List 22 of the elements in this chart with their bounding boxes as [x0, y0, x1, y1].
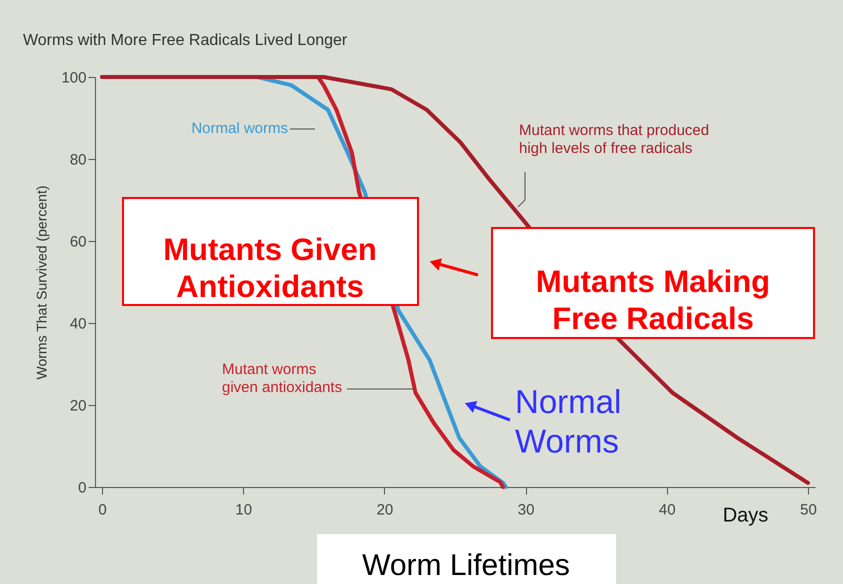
annotation: Normal Worms — [515, 383, 622, 460]
text: Normal worms — [191, 120, 288, 137]
y-tick-label: 80 — [70, 152, 86, 168]
y-axis-title: Worms That Survived (percent) — [33, 186, 50, 380]
x-tick-label: 50 — [800, 502, 817, 518]
text: Worm Lifetimes — [362, 549, 570, 582]
x-tick-label: 10 — [235, 502, 252, 518]
y-tick-label: 20 — [70, 398, 86, 414]
x-tick-label: 40 — [658, 502, 676, 518]
annotation: Mutants Making Free Radicals — [536, 264, 770, 336]
x-tick-label: 20 — [376, 502, 394, 518]
x-axis-title: Days — [722, 504, 768, 526]
y-tick-label: 40 — [70, 316, 86, 332]
x-tick-label: 30 — [518, 502, 534, 518]
annotation: Mutants Given Antioxidants — [163, 232, 377, 304]
text: Mutant worms that produced high levels of free radicals — [519, 122, 710, 157]
y-tick-label: 0 — [78, 480, 86, 496]
x-tick-label: 0 — [98, 502, 107, 518]
y-tick-label: 60 — [70, 234, 86, 250]
text: Mutant worms given antioxidants — [222, 361, 342, 396]
chart-title: Worms with More Free Radicals Lived Longer — [22, 32, 348, 49]
y-tick-label: 100 — [61, 70, 86, 86]
